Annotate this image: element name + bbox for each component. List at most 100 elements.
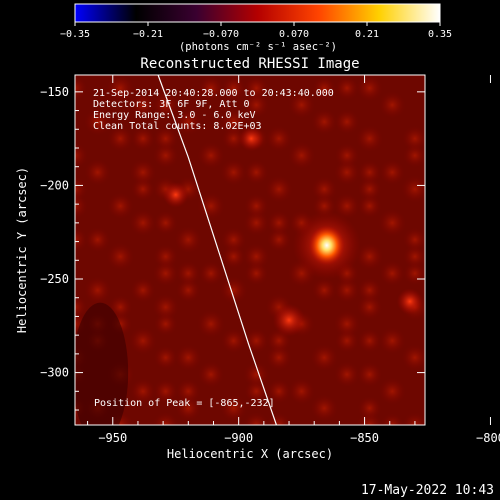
heatmap-cell (176, 278, 201, 303)
heatmap-cell (221, 328, 247, 354)
heatmap-cell (288, 91, 316, 119)
heatmap-cell (357, 396, 382, 421)
heatmap-cell (266, 379, 291, 404)
heatmap-cell (107, 125, 134, 152)
colorbar-tick-label: −0.35 (60, 29, 90, 40)
heatmap-cell (379, 260, 405, 287)
heatmap-secondary-source (272, 303, 306, 337)
heatmap-cell (288, 378, 315, 405)
heatmap-peak-source (308, 225, 345, 266)
heatmap-cell (378, 208, 407, 237)
heatmap-cell (129, 326, 157, 355)
y-tick-label: −300 (40, 366, 69, 380)
heatmap-cell (152, 91, 179, 119)
heatmap-cell (175, 108, 202, 135)
heatmap-cell (106, 75, 135, 102)
heatmap-cell (176, 261, 201, 286)
heatmap-cell (129, 159, 157, 186)
heatmap-cell (357, 177, 382, 202)
heatmap-cell (83, 108, 112, 136)
heatmap-cell (220, 159, 247, 186)
heatmap-cell (152, 411, 179, 425)
annotation-energy-range: Energy Range: 3.0 - 6.0 keV (93, 110, 256, 121)
heatmap-cell (84, 159, 111, 186)
plot-area: −950 −900 −850 −800 −150 −200 −250 −300 21-Sep… (40, 74, 500, 445)
heatmap-cell (356, 125, 384, 153)
heatmap-cell (220, 394, 248, 422)
plot-frame (74, 74, 426, 426)
heatmap-cell (84, 276, 112, 304)
heatmap-cell (287, 141, 316, 170)
heatmap-cell (244, 160, 269, 185)
heatmap-cell (403, 227, 425, 252)
heatmap-cell (266, 210, 291, 235)
colorbar-tick-label: 0.35 (428, 29, 452, 40)
heatmap-cell (356, 243, 384, 271)
heatmap-cell (176, 379, 201, 404)
heatmap-cell (378, 377, 406, 405)
heatmap-cell (129, 209, 157, 237)
x-tick-label: −850 (350, 431, 379, 445)
heatmap-cell (310, 394, 338, 422)
colorbar-strip (74, 3, 441, 23)
annotation-clean-counts: Clean Total counts: 8.02E+03 (93, 121, 262, 132)
colorbar-ticks: −0.35 −0.21 −0.070 0.070 0.21 0.35 (60, 22, 452, 40)
heatmap-cell (402, 412, 425, 425)
heatmap-cell (244, 75, 269, 101)
heatmap-secondary-source (162, 181, 189, 208)
colorbar-tick-label: −0.21 (133, 29, 163, 40)
heatmap-cell (266, 344, 292, 371)
heatmap-cell (75, 75, 88, 101)
heatmap-cell (130, 92, 156, 117)
heatmap-cell (266, 227, 291, 252)
heatmap-cell (243, 243, 270, 270)
heatmap-cell (130, 378, 156, 405)
heatmap-cell (175, 344, 202, 371)
heatmap-cell (197, 142, 225, 169)
heatmap-dark-region (75, 302, 129, 425)
heatmap-cell (75, 295, 88, 320)
heatmap-cell (310, 344, 338, 372)
heatmap-cell (244, 193, 269, 219)
heatmap-cell (357, 328, 382, 353)
chart-title: Reconstructed RHESSI Image (140, 56, 359, 72)
heatmap-cell (243, 209, 270, 236)
heatmap-cell (356, 75, 383, 102)
x-tick-label: −900 (224, 431, 253, 445)
heatmap-cell (221, 227, 247, 253)
annotation-time-range: 21-Sep-2014 20:40:28.000 to 20:43:40.000 (93, 88, 334, 99)
heatmap-cell (153, 210, 178, 235)
heatmap-cell (153, 126, 178, 151)
colorbar-unit-label: (photons cm⁻² s⁻¹ asec⁻²) (179, 41, 337, 53)
heatmap-cell (380, 413, 405, 425)
heatmap-cell (174, 226, 202, 254)
heatmap-cell (152, 260, 179, 287)
heatmap-cell (75, 176, 88, 202)
annotation-detectors: Detectors: 3F 6F 9F, Att 0 (93, 99, 250, 110)
heatmap-cell (334, 159, 360, 186)
heatmap-cell (152, 293, 179, 321)
heatmap-cell (356, 294, 383, 320)
heatmap-cell (312, 76, 337, 100)
y-tick-label: −150 (40, 85, 69, 99)
heatmap-cell (153, 345, 178, 370)
heatmap-cell (175, 395, 202, 421)
heatmap-cell (243, 361, 270, 388)
heatmap-cell (334, 361, 360, 388)
colorbar-tick-label: 0.070 (279, 29, 309, 40)
y-tick-label: −200 (40, 178, 69, 192)
heatmap-cell (197, 361, 225, 388)
x-tick-label: −950 (98, 431, 127, 445)
heatmap-secondary-source (439, 116, 466, 143)
heatmap-cell (401, 175, 425, 203)
heatmap-cell (220, 108, 247, 135)
heatmap-cell (198, 261, 224, 286)
x-axis-ticks: −950 −900 −850 −800 (87, 75, 500, 445)
heatmap-cell (378, 91, 406, 119)
heatmap-cell (311, 176, 337, 202)
heatmap-cell (243, 412, 270, 425)
heatmap-cell (357, 194, 382, 218)
heatmap-cell (106, 242, 135, 271)
heatmap-cell (75, 142, 88, 169)
